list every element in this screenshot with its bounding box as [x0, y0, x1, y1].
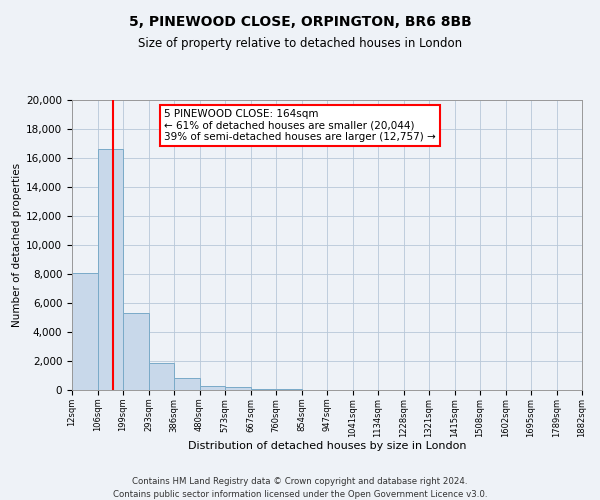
Bar: [123, 313, 149, 390]
Bar: [149, 363, 174, 390]
Y-axis label: Number of detached properties: Number of detached properties: [12, 163, 22, 327]
Bar: [251, 388, 276, 390]
Text: 5, PINEWOOD CLOSE, ORPINGTON, BR6 8BB: 5, PINEWOOD CLOSE, ORPINGTON, BR6 8BB: [128, 15, 472, 29]
Bar: [276, 388, 302, 390]
Text: Size of property relative to detached houses in London: Size of property relative to detached ho…: [138, 38, 462, 51]
Text: Contains public sector information licensed under the Open Government Licence v3: Contains public sector information licen…: [113, 490, 487, 499]
Text: Contains HM Land Registry data © Crown copyright and database right 2024.: Contains HM Land Registry data © Crown c…: [132, 478, 468, 486]
Bar: [72, 272, 97, 390]
Text: 5 PINEWOOD CLOSE: 164sqm
← 61% of detached houses are smaller (20,044)
39% of se: 5 PINEWOOD CLOSE: 164sqm ← 61% of detach…: [164, 108, 436, 142]
Bar: [97, 150, 123, 390]
Bar: [225, 387, 251, 390]
X-axis label: Distribution of detached houses by size in London: Distribution of detached houses by size …: [188, 441, 466, 451]
Bar: [174, 378, 199, 390]
Bar: [199, 386, 225, 390]
